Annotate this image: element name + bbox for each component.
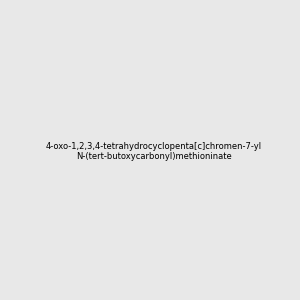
Text: 4-oxo-1,2,3,4-tetrahydrocyclopenta[c]chromen-7-yl N-(tert-butoxycarbonyl)methion: 4-oxo-1,2,3,4-tetrahydrocyclopenta[c]chr… xyxy=(46,142,262,161)
